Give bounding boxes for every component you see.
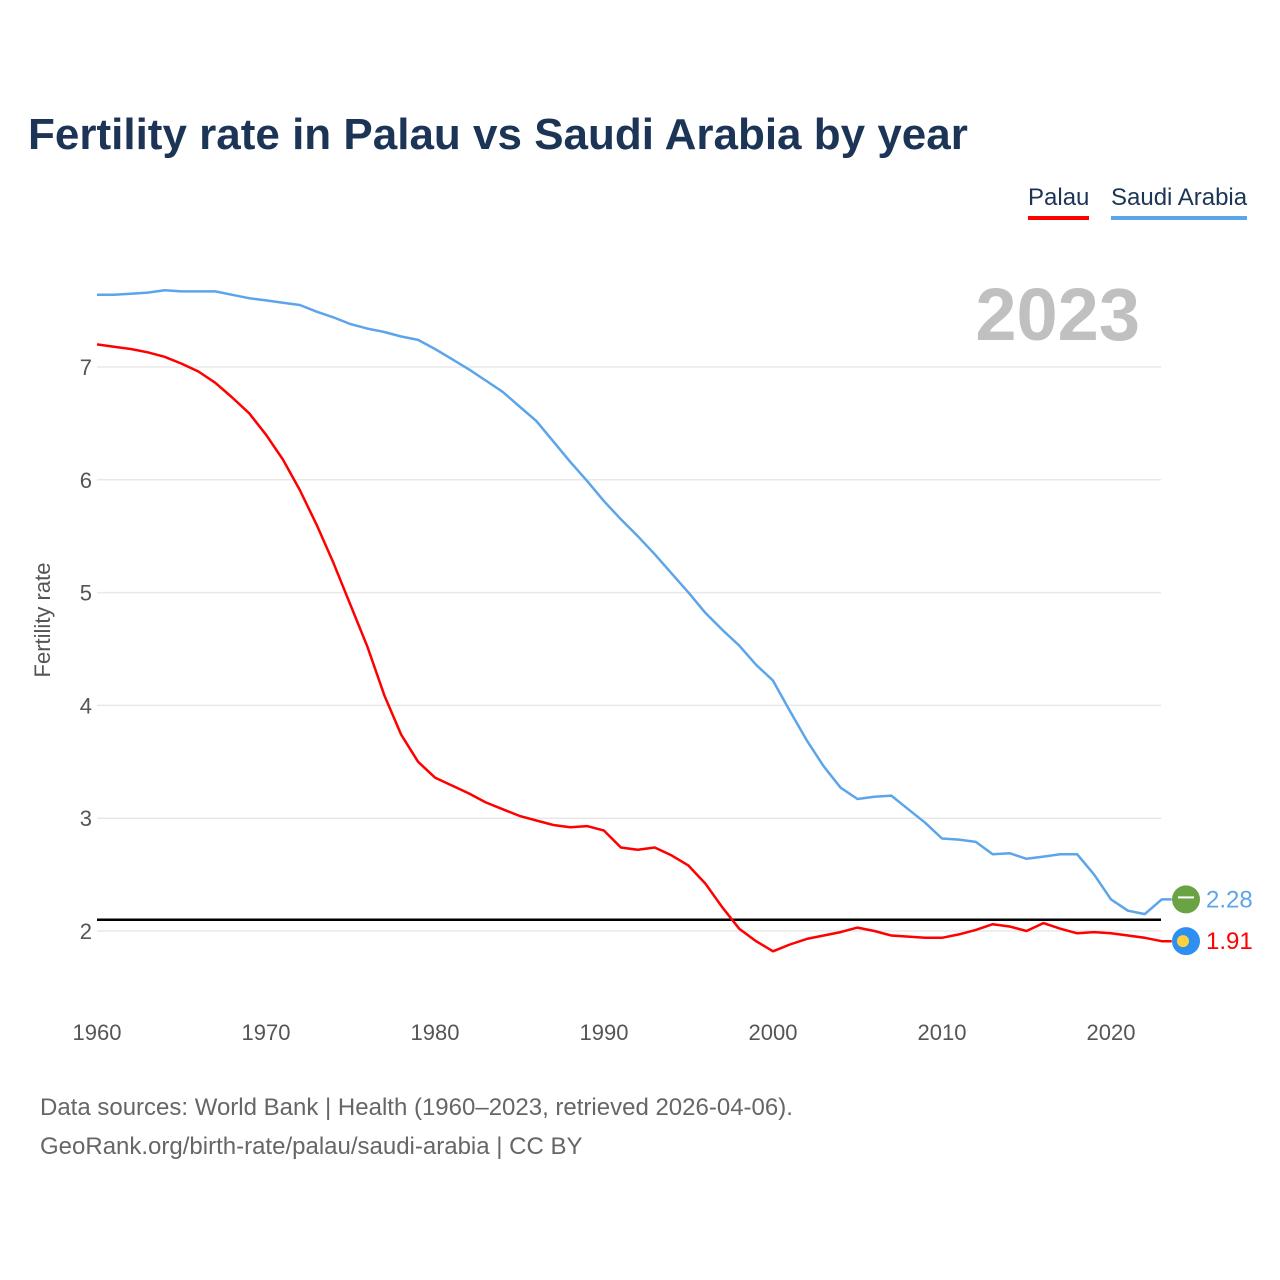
series-line-saudi-arabia	[97, 289, 1172, 916]
y-tick-label: 3	[80, 806, 92, 831]
x-tick-label: 1960	[73, 1020, 122, 1045]
x-tick-label: 1970	[242, 1020, 291, 1045]
y-tick-label: 7	[80, 355, 92, 380]
source-link[interactable]: GeoRank.org/birth-rate/palau/saudi-arabi…	[40, 1133, 583, 1160]
end-value-label: 1.91	[1206, 928, 1253, 955]
year-label: 2023	[975, 273, 1140, 356]
x-tick-label: 2020	[1087, 1020, 1136, 1045]
x-tick-label: 1980	[411, 1020, 460, 1045]
saudi-arabia-flag-icon	[1172, 885, 1200, 914]
saudi-flag-emblem	[1178, 896, 1194, 899]
y-tick-label: 4	[80, 693, 92, 718]
palau-flag-moon	[1177, 935, 1189, 948]
x-tick-label: 1990	[580, 1020, 629, 1045]
data-source-text: Data sources: World Bank | Health (1960–…	[40, 1094, 793, 1121]
x-tick-label: 2000	[749, 1020, 798, 1045]
legend-palau[interactable]: Palau	[1028, 184, 1090, 220]
y-tick-label: 5	[80, 581, 92, 606]
y-tick-label: 2	[80, 919, 92, 944]
end-value-label: 2.28	[1206, 886, 1253, 913]
y-tick-label: 6	[80, 468, 92, 493]
legend-saudi-arabia[interactable]: Saudi Arabia	[1111, 184, 1248, 220]
series-line-palau	[96, 343, 1172, 953]
chart-title: Fertility rate in Palau vs Saudi Arabia …	[28, 110, 968, 159]
y-axis-label: Fertility rate	[30, 563, 55, 678]
footer: Data sources: World Bank | Health (1960–…	[40, 1088, 793, 1166]
x-tick-label: 2010	[918, 1020, 967, 1045]
